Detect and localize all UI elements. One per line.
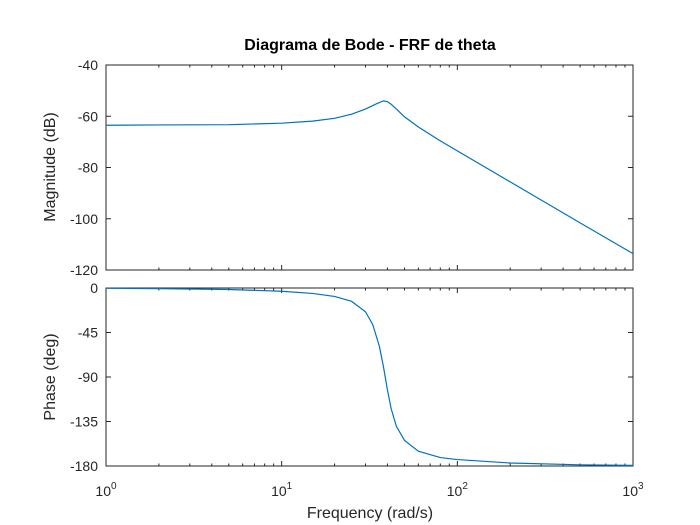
magnitude-y-ticks: -40 -60 -80 -100 -120 bbox=[70, 57, 633, 278]
phase-plot-area bbox=[105, 287, 634, 467]
phase-ytick-label: -45 bbox=[78, 325, 98, 341]
magnitude-ytick-label: -120 bbox=[70, 262, 98, 278]
phase-ytick-label: -90 bbox=[78, 369, 98, 385]
x-tick-label: 103 bbox=[622, 481, 644, 499]
magnitude-plot-area bbox=[105, 64, 634, 271]
phase-ytick-label: 0 bbox=[90, 280, 98, 296]
magnitude-ytick-label: -60 bbox=[78, 108, 98, 124]
magnitude-ytick-label: -40 bbox=[78, 57, 98, 73]
phase-x-ticks bbox=[105, 288, 634, 466]
phase-ytick-label: -135 bbox=[70, 414, 98, 430]
magnitude-x-ticks bbox=[105, 65, 634, 270]
phase-ytick-label: -180 bbox=[70, 458, 98, 474]
phase-series-line bbox=[105, 287, 634, 467]
chart-title: Diagrama de Bode - FRF de theta bbox=[244, 37, 496, 54]
magnitude-ytick-label: -80 bbox=[78, 160, 98, 176]
phase-axes: 0 -45 -90 -135 -180 Phase (deg) bbox=[42, 280, 634, 474]
phase-ylabel: Phase (deg) bbox=[42, 333, 59, 420]
magnitude-ylabel: Magnitude (dB) bbox=[42, 112, 59, 221]
magnitude-axes: -40 -60 -80 -100 -120 Magnitude (dB) bbox=[42, 57, 634, 278]
magnitude-series-line bbox=[105, 100, 634, 255]
x-axis-label: Frequency (rad/s) bbox=[307, 505, 433, 522]
phase-y-ticks: 0 -45 -90 -135 -180 bbox=[70, 280, 633, 474]
x-tick-labels: 100 101 102 103 bbox=[95, 481, 644, 499]
x-tick-label: 101 bbox=[271, 481, 293, 499]
magnitude-ytick-label: -100 bbox=[70, 211, 98, 227]
x-tick-label: 102 bbox=[447, 481, 469, 499]
x-tick-label: 100 bbox=[95, 481, 117, 499]
